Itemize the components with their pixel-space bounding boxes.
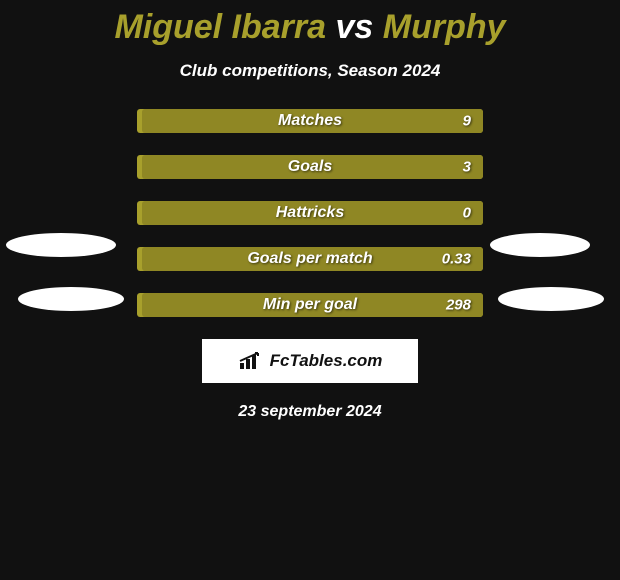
stat-row: Goals per match0.33 <box>137 247 483 271</box>
stat-bars: Matches9 Goals3 Hattricks0 Goals per match0… <box>137 109 483 317</box>
stat-row: Goals3 <box>137 155 483 179</box>
stat-bar-fill <box>142 247 483 271</box>
stat-row: Min per goal298 <box>137 293 483 317</box>
decorative-ellipse <box>498 287 604 311</box>
title-vs: vs <box>326 8 383 46</box>
decorative-ellipse <box>490 233 590 257</box>
subtitle: Club competitions, Season 2024 <box>0 61 620 81</box>
date-text: 23 september 2024 <box>0 403 620 421</box>
stat-bar-fill <box>142 201 483 225</box>
stat-row: Matches9 <box>137 109 483 133</box>
source-badge: FcTables.com <box>202 339 418 383</box>
stat-bar-fill <box>142 293 483 317</box>
page-title: Miguel Ibarra vs Murphy <box>0 8 620 47</box>
stat-row: Hattricks0 <box>137 201 483 225</box>
stat-bar-fill <box>142 109 483 133</box>
infographic-container: Miguel Ibarra vs Murphy Club competition… <box>0 0 620 421</box>
stat-bar-fill <box>142 155 483 179</box>
comparison-area: Matches9 Goals3 Hattricks0 Goals per match0… <box>0 109 620 317</box>
title-player1: Miguel Ibarra <box>114 8 326 46</box>
decorative-ellipse <box>6 233 116 257</box>
bars-icon <box>238 351 264 371</box>
title-player2: Murphy <box>383 8 506 46</box>
decorative-ellipse <box>18 287 124 311</box>
source-text: FcTables.com <box>270 351 383 371</box>
